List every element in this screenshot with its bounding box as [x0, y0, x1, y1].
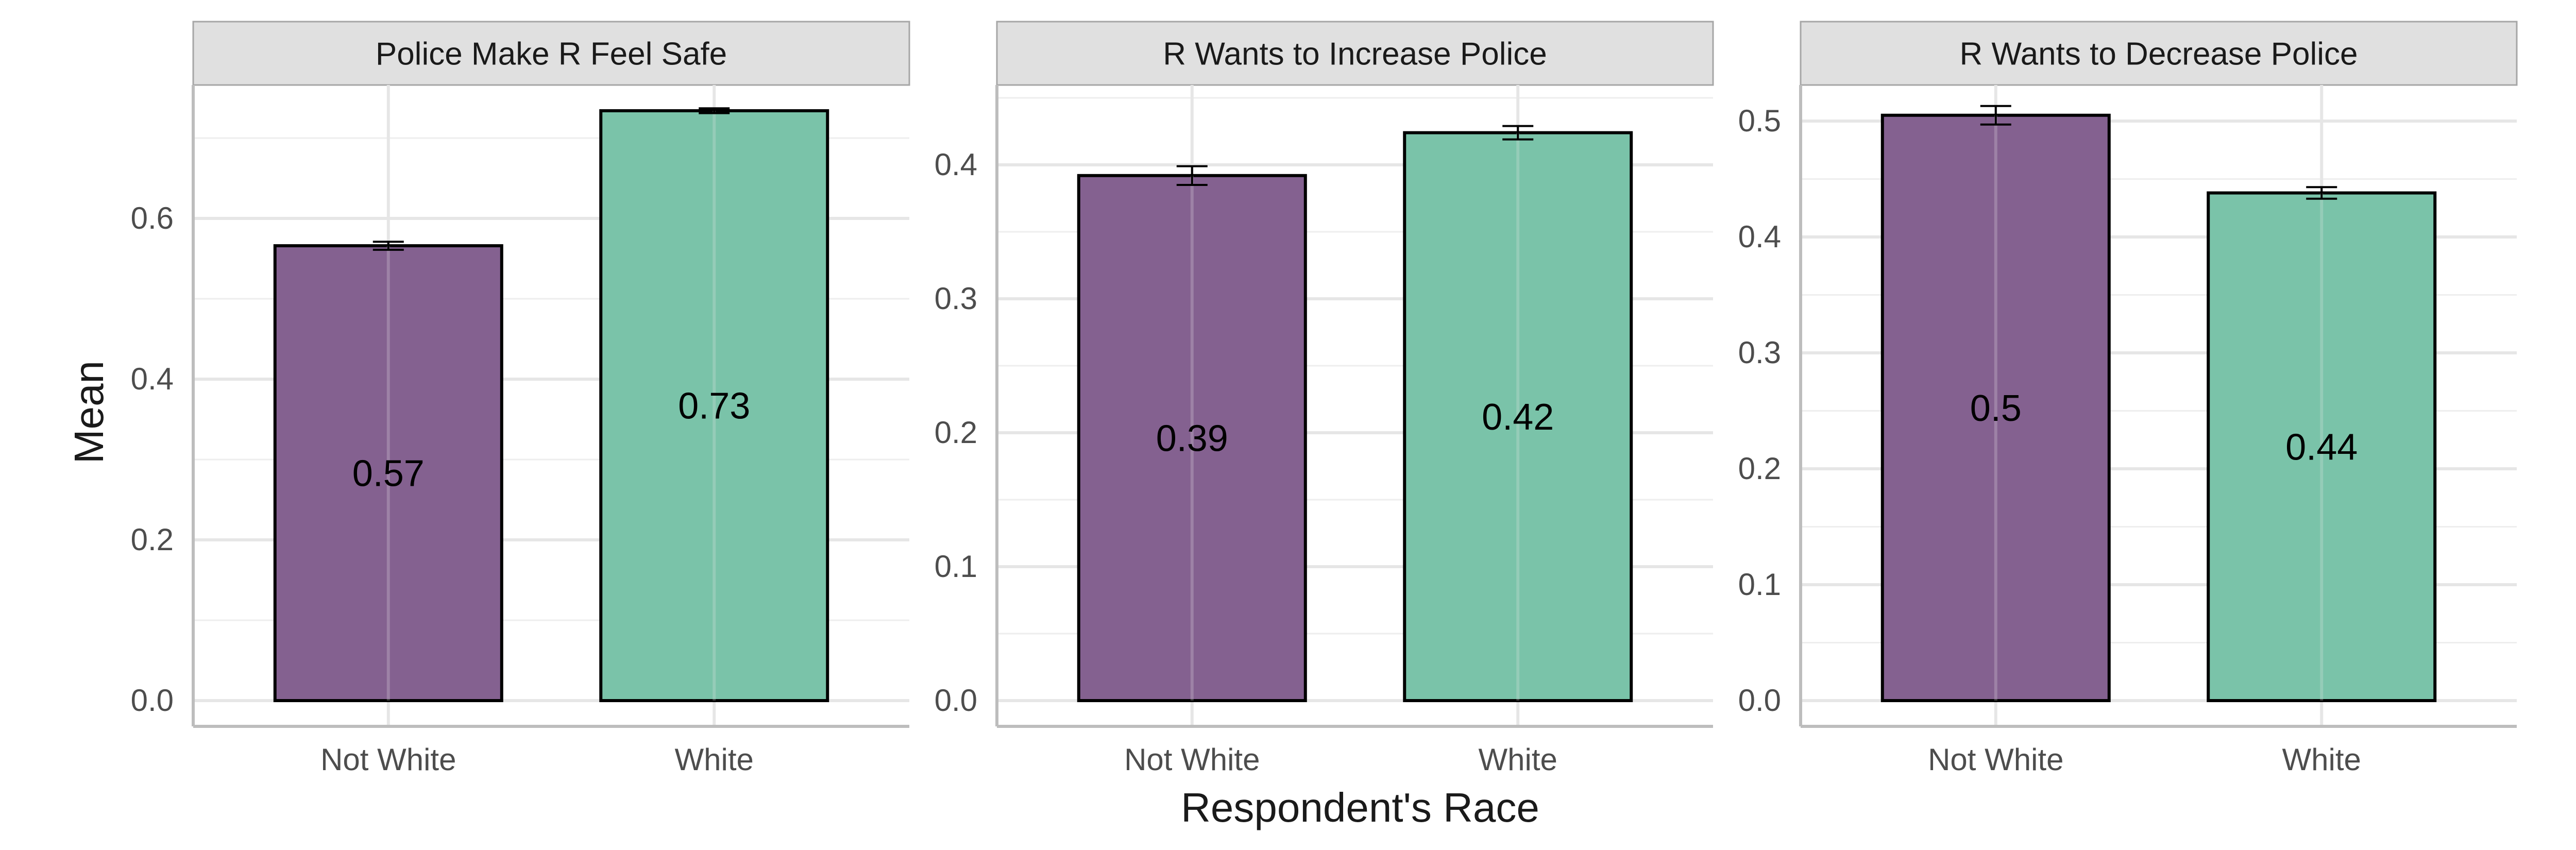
y-tick-label: 0.0	[131, 683, 174, 718]
panel-2: R Wants to Increase Police 0.0 0.1 0.2 0.3 0.…	[935, 21, 1714, 777]
bar-value-label: 0.57	[352, 453, 425, 495]
y-tick-label: 0.2	[935, 415, 977, 450]
bar-value-label: 0.73	[678, 385, 750, 427]
y-tick-label: 0.4	[131, 362, 174, 396]
x-tick-label: White	[675, 742, 754, 777]
bar-not-white	[1077, 174, 1307, 702]
y-tick-label: 0.0	[1738, 683, 1781, 718]
bar-white	[2207, 191, 2437, 702]
bar-not-white	[273, 244, 503, 703]
y-tick-label: 0.2	[1738, 451, 1781, 486]
bar-value-label: 0.44	[2285, 427, 2358, 468]
y-tick-label: 0.6	[131, 201, 174, 235]
panel-strip	[192, 21, 910, 86]
y-tick-label: 0.2	[131, 522, 174, 557]
bar-white	[599, 109, 829, 703]
x-tick-label: Not White	[1928, 742, 2063, 777]
panel-3: R Wants to Decrease Police 0.0 0.1 0.2 0.3 0.…	[1738, 21, 2518, 777]
y-tick-label: 0.3	[1738, 335, 1781, 370]
x-axis-title: Respondent's Race	[1181, 785, 1539, 830]
bar-white	[1403, 131, 1633, 703]
x-tick-label: White	[1479, 742, 1557, 777]
panel-strip	[1800, 21, 2518, 86]
y-tick-label: 0.1	[935, 549, 977, 584]
panel-title: R Wants to Increase Police	[1163, 37, 1547, 72]
chart-panels: Police Make R Feel Safe 0.0 0.2 0.4 0.6 0.57 N…	[131, 21, 2518, 777]
bar-value-label: 0.5	[1970, 388, 2022, 429]
bar-value-label: 0.39	[1156, 418, 1228, 459]
bar-value-label: 0.42	[1482, 397, 1554, 438]
y-tick-label: 0.4	[1738, 219, 1781, 254]
bar-not-white	[1880, 113, 2111, 702]
panel-title: Police Make R Feel Safe	[376, 37, 727, 72]
panel-strip	[996, 21, 1714, 86]
y-tick-label: 0.1	[1738, 567, 1781, 602]
y-axis-title: Mean	[66, 361, 112, 464]
panel-1: Police Make R Feel Safe 0.0 0.2 0.4 0.6 0.57 N…	[131, 21, 910, 777]
x-tick-label: Not White	[1124, 742, 1260, 777]
y-tick-label: 0.3	[935, 281, 977, 316]
y-tick-label: 0.0	[935, 683, 977, 718]
y-tick-label: 0.5	[1738, 104, 1781, 138]
x-tick-label: White	[2282, 742, 2361, 777]
x-tick-label: Not White	[320, 742, 456, 777]
y-tick-label: 0.4	[935, 147, 977, 182]
panel-title: R Wants to Decrease Police	[1959, 37, 2358, 72]
